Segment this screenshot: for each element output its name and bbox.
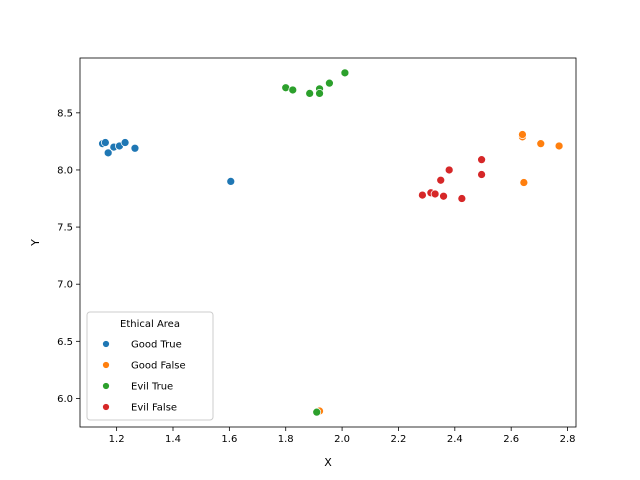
points-layer [98,68,564,417]
x-tick-label: 1.8 [278,434,294,445]
legend-marker [102,403,110,411]
point-series-2-2 [288,85,298,95]
point-series-2-0 [312,407,322,417]
y-axis-ticks: 6.0 6.5 7.0 7.5 8.0 8.5 [57,108,80,405]
point-series-0-6 [130,143,140,153]
x-tick-label: 1.4 [165,434,181,445]
plot-frame [79,57,577,428]
y-tick-label: 8.0 [57,165,73,176]
point-series-3-8 [477,170,486,179]
point-series-3-5 [444,165,454,175]
x-tick-label: 2.2 [391,434,407,445]
point-series-1-2 [518,130,527,139]
x-tick-label: 2.8 [560,434,576,445]
legend-box [86,311,214,421]
point-series-1-3 [519,178,529,187]
x-axis-ticks: 1.2 1.4 1.6 1.8 2.0 2.2 2.4 2.6 2.8 [109,427,576,445]
point-series-2-5 [315,89,324,98]
x-tick-label: 2.4 [447,434,463,445]
point-series-0-5 [120,138,130,147]
y-tick-label: 7.0 [57,280,73,291]
point-series-2-3 [305,89,315,98]
legend-label: Evil False [131,403,177,414]
point-series-0-7 [226,177,236,186]
legend-label: Good False [131,361,186,372]
point-series-3-4 [439,191,448,201]
y-tick-label: 8.5 [57,108,73,119]
x-tick-label: 1.6 [221,434,237,445]
point-series-3-2 [430,189,440,199]
legend-marker [102,361,110,369]
y-tick-label: 6.0 [57,394,73,405]
point-series-1-5 [554,141,564,151]
x-tick-label: 1.2 [109,434,125,445]
point-series-1-4 [536,139,546,149]
point-series-0-2 [103,148,113,158]
legend-marker [102,340,110,348]
y-tick-label: 7.5 [57,223,73,234]
point-series-0-1 [100,138,110,147]
point-series-2-7 [340,68,350,78]
y-tick-label: 6.5 [57,337,73,348]
point-series-3-7 [477,155,486,165]
legend-label: Evil True [131,382,173,393]
point-series-3-6 [457,194,467,203]
legend-marker [102,382,110,390]
point-series-2-6 [325,78,334,88]
point-series-3-3 [436,175,446,185]
x-axis-label: X [324,456,332,469]
legend-label: Good True [131,340,182,351]
x-tick-label: 2.0 [334,434,350,445]
legend: Ethical Area Good True Good False Evil Tru… [86,311,214,421]
legend-entries: Good True Good False Evil True Evil False [102,340,186,414]
x-tick-label: 2.6 [503,434,519,445]
point-series-3-0 [418,190,427,200]
legend-title: Ethical Area [120,319,180,330]
y-axis-label: Y [29,239,42,247]
